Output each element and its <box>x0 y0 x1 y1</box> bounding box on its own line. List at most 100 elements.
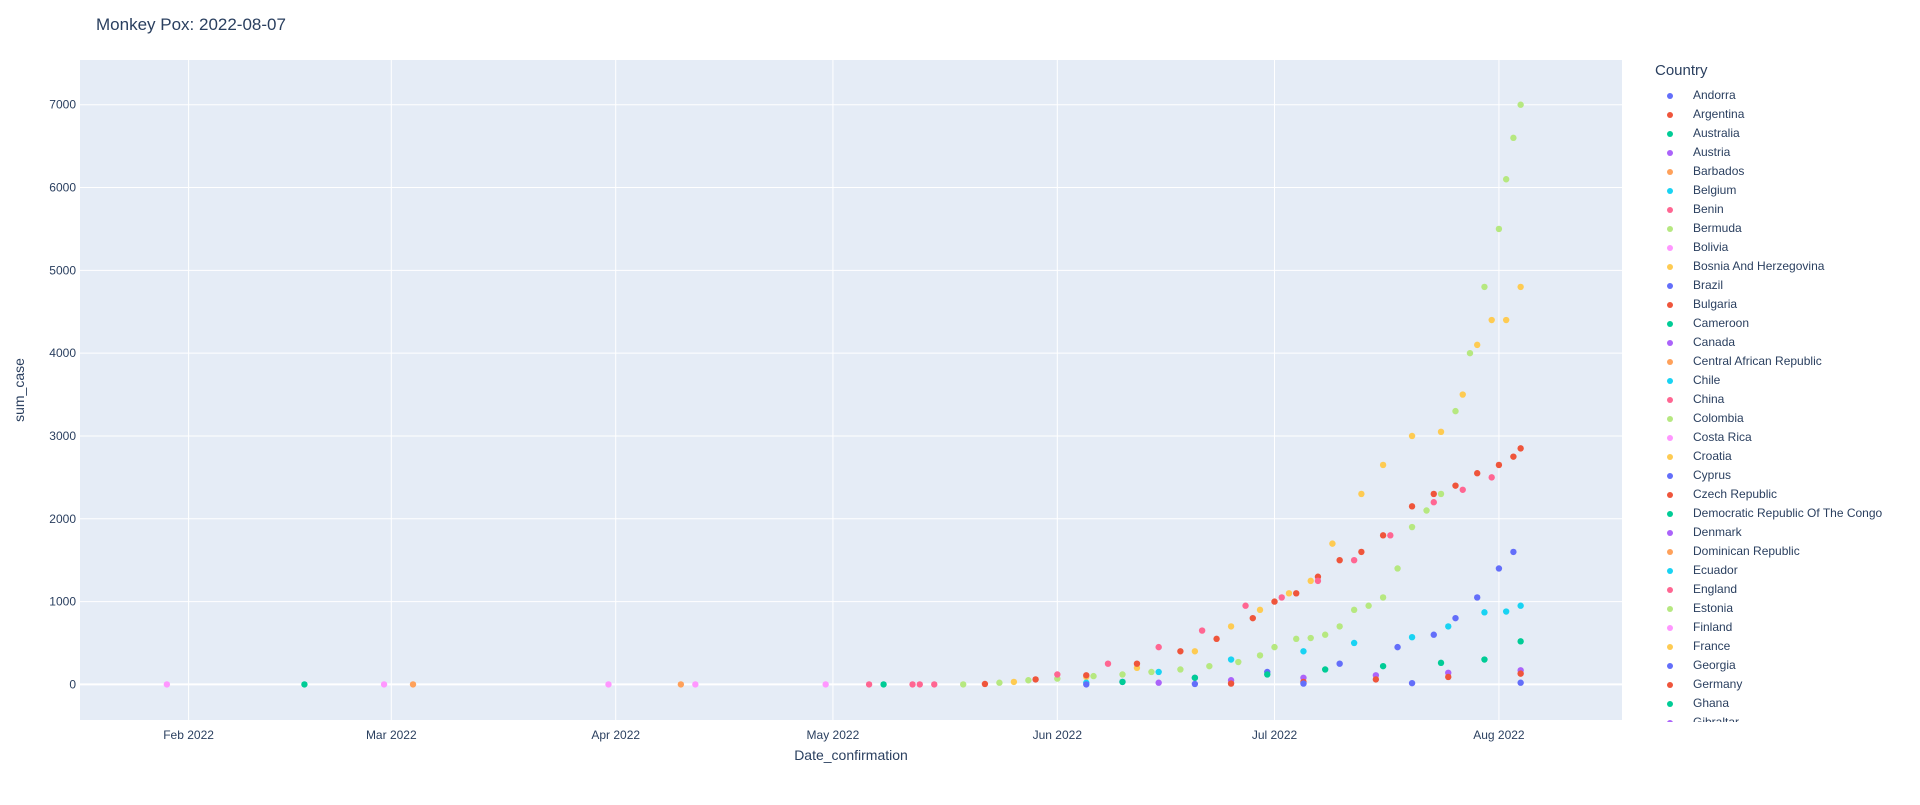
data-point[interactable] <box>1249 614 1256 622</box>
data-point[interactable] <box>1517 101 1524 108</box>
data-point[interactable] <box>1365 602 1372 609</box>
legend-item[interactable]: Canada <box>1655 333 1915 352</box>
data-point[interactable] <box>605 681 612 688</box>
data-point[interactable] <box>1423 507 1430 514</box>
legend-item[interactable]: Finland <box>1655 618 1915 637</box>
data-point[interactable] <box>409 681 417 688</box>
legend-item[interactable]: Dominican Republic <box>1655 542 1915 561</box>
data-point[interactable] <box>1235 658 1242 666</box>
legend-item[interactable]: Bosnia And Herzegovina <box>1655 257 1915 276</box>
data-point[interactable] <box>1379 461 1387 469</box>
data-point[interactable] <box>1408 432 1416 440</box>
data-point[interactable] <box>1408 523 1416 531</box>
data-point[interactable] <box>1177 648 1184 655</box>
data-point[interactable] <box>1495 225 1503 233</box>
data-point[interactable] <box>1481 656 1488 663</box>
data-point[interactable] <box>1452 482 1459 489</box>
legend-item[interactable]: Germany <box>1655 675 1915 694</box>
data-point[interactable] <box>1379 532 1387 539</box>
data-point[interactable] <box>916 681 923 688</box>
data-point[interactable] <box>909 681 916 688</box>
data-point[interactable] <box>1271 598 1278 605</box>
data-point[interactable] <box>1083 681 1090 688</box>
data-point[interactable] <box>1336 623 1343 630</box>
data-point[interactable] <box>1191 648 1199 655</box>
data-point[interactable] <box>677 681 685 688</box>
data-point[interactable] <box>1307 634 1314 642</box>
data-point[interactable] <box>1227 680 1235 687</box>
legend-item[interactable]: Cyprus <box>1655 466 1915 485</box>
data-point[interactable] <box>1321 666 1329 673</box>
data-point[interactable] <box>301 681 308 688</box>
data-point[interactable] <box>1502 608 1510 615</box>
legend-item[interactable]: Chile <box>1655 371 1915 390</box>
data-point[interactable] <box>1445 673 1452 681</box>
legend-item[interactable]: Denmark <box>1655 523 1915 542</box>
legend-item[interactable]: Central African Republic <box>1655 352 1915 371</box>
data-point[interactable] <box>1350 606 1358 614</box>
data-point[interactable] <box>1437 490 1445 498</box>
legend-item[interactable]: Cameroon <box>1655 314 1915 333</box>
data-point[interactable] <box>1408 503 1416 510</box>
data-point[interactable] <box>1474 341 1481 349</box>
data-point[interactable] <box>1481 609 1488 616</box>
data-point[interactable] <box>1502 176 1510 183</box>
data-point[interactable] <box>1510 453 1517 460</box>
data-point[interactable] <box>1452 407 1459 415</box>
data-point[interactable] <box>1350 556 1358 564</box>
data-point[interactable] <box>1430 490 1437 498</box>
data-point[interactable] <box>1285 590 1293 597</box>
data-point[interactable] <box>822 681 829 688</box>
data-point[interactable] <box>1517 638 1524 645</box>
data-point[interactable] <box>1495 461 1503 469</box>
data-point[interactable] <box>1358 548 1365 556</box>
data-point[interactable] <box>1488 316 1495 324</box>
data-point[interactable] <box>960 681 967 688</box>
data-point[interactable] <box>1293 635 1300 643</box>
legend-item[interactable]: France <box>1655 637 1915 656</box>
legend-item[interactable]: China <box>1655 390 1915 409</box>
data-point[interactable] <box>1119 671 1126 678</box>
data-point[interactable] <box>981 680 989 688</box>
data-point[interactable] <box>1104 660 1112 667</box>
data-point[interactable] <box>1336 556 1343 564</box>
legend-item[interactable]: Bolivia <box>1655 238 1915 257</box>
data-point[interactable] <box>1350 639 1358 647</box>
data-point[interactable] <box>1155 668 1162 676</box>
legend-item[interactable]: Croatia <box>1655 447 1915 466</box>
legend-item[interactable]: Costa Rica <box>1655 428 1915 447</box>
data-point[interactable] <box>1452 614 1459 622</box>
legend-item[interactable]: Ghana <box>1655 694 1915 713</box>
data-point[interactable] <box>1488 474 1495 481</box>
data-point[interactable] <box>1336 660 1343 667</box>
legend-item[interactable]: Brazil <box>1655 276 1915 295</box>
data-point[interactable] <box>931 681 938 688</box>
data-point[interactable] <box>1474 470 1481 477</box>
data-point[interactable] <box>1155 679 1162 686</box>
data-point[interactable] <box>1408 633 1416 641</box>
data-point[interactable] <box>1481 283 1488 291</box>
data-point[interactable] <box>1213 635 1220 643</box>
data-point[interactable] <box>865 681 873 688</box>
legend-item[interactable]: Democratic Republic Of The Congo <box>1655 504 1915 523</box>
data-point[interactable] <box>1459 391 1466 398</box>
legend-item[interactable]: Argentina <box>1655 105 1915 124</box>
data-point[interactable] <box>1256 652 1264 659</box>
data-point[interactable] <box>1227 623 1235 630</box>
data-point[interactable] <box>1191 674 1199 681</box>
data-point[interactable] <box>1379 662 1387 670</box>
data-point[interactable] <box>1394 643 1401 651</box>
data-point[interactable] <box>1278 594 1285 601</box>
data-point[interactable] <box>1010 678 1018 686</box>
legend-item[interactable]: Czech Republic <box>1655 485 1915 504</box>
legend-item[interactable]: Andorra <box>1655 86 1915 105</box>
legend-item[interactable]: Bermuda <box>1655 219 1915 238</box>
legend-item[interactable]: Austria <box>1655 143 1915 162</box>
data-point[interactable] <box>1119 678 1126 686</box>
data-point[interactable] <box>1474 594 1481 601</box>
data-point[interactable] <box>1227 656 1235 663</box>
data-point[interactable] <box>1264 671 1271 678</box>
data-point[interactable] <box>1459 486 1466 493</box>
data-point[interactable] <box>1517 602 1524 609</box>
data-point[interactable] <box>1445 623 1452 630</box>
